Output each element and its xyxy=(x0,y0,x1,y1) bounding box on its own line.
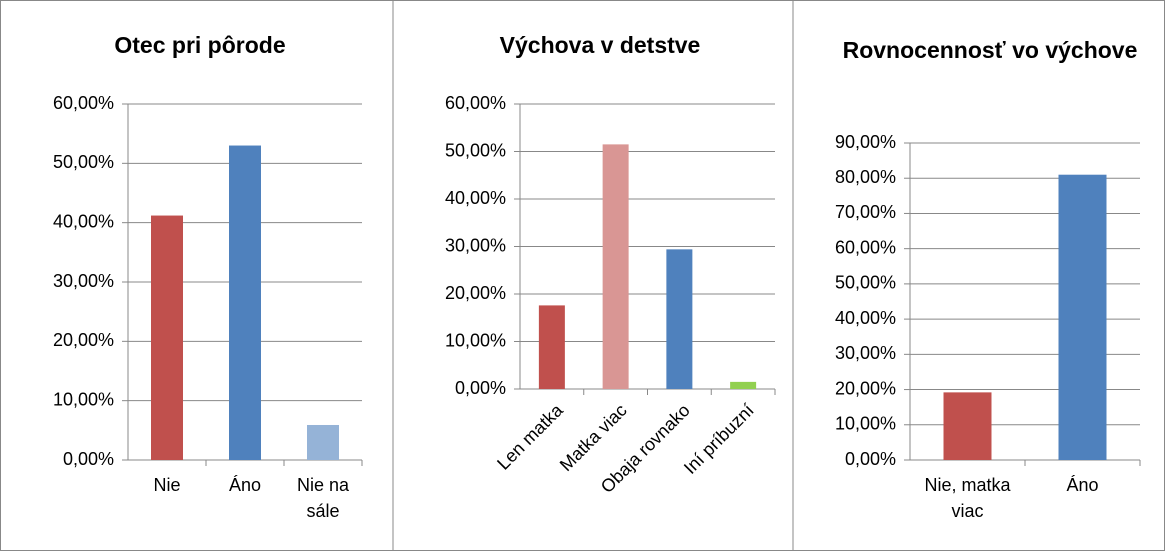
y-tick-label: 20,00% xyxy=(53,330,114,350)
chart-title: Otec pri pôrode xyxy=(114,31,286,58)
y-tick-label: 0,00% xyxy=(63,449,114,469)
x-tick-label: Nie na sále xyxy=(296,475,350,521)
y-tick-label: 40,00% xyxy=(445,188,506,208)
y-tick-label: 70,00% xyxy=(835,202,896,222)
y-tick-label: 90,00% xyxy=(835,132,896,152)
bar xyxy=(307,424,339,460)
x-tick-label: Áno xyxy=(1066,475,1099,495)
bar xyxy=(943,392,992,460)
y-tick-label: 0,00% xyxy=(455,378,506,398)
y-tick-label: 30,00% xyxy=(835,343,896,363)
y-tick-label: 20,00% xyxy=(835,378,896,398)
x-tick-label: Nie xyxy=(153,475,181,495)
chart-title: Rovnocennosť vo výchove xyxy=(842,36,1138,63)
bar xyxy=(229,145,261,461)
y-tick-label: 50,00% xyxy=(53,152,114,172)
bar xyxy=(666,249,693,389)
y-tick-label: 30,00% xyxy=(445,235,506,255)
y-tick-label: 40,00% xyxy=(835,308,896,328)
x-tick-label: Nie, matka viac xyxy=(924,475,1011,521)
y-tick-label: 50,00% xyxy=(445,140,506,160)
y-tick-label: 0,00% xyxy=(845,449,896,469)
bar xyxy=(730,381,757,389)
bar xyxy=(1058,174,1107,460)
y-tick-label: 10,00% xyxy=(835,414,896,434)
y-tick-label: 60,00% xyxy=(835,237,896,257)
y-tick-label: 80,00% xyxy=(835,167,896,187)
y-tick-label: 10,00% xyxy=(445,330,506,350)
y-tick-label: 50,00% xyxy=(835,273,896,293)
y-tick-label: 40,00% xyxy=(53,211,114,231)
bar xyxy=(602,144,629,389)
bar xyxy=(151,215,183,460)
y-tick-label: 60,00% xyxy=(53,93,114,113)
y-tick-label: 10,00% xyxy=(53,389,114,409)
y-tick-label: 30,00% xyxy=(53,271,114,291)
y-tick-label: 60,00% xyxy=(445,93,506,113)
bar xyxy=(538,305,565,389)
x-tick-label: Áno xyxy=(228,475,262,495)
y-tick-label: 20,00% xyxy=(445,283,506,303)
chart-title: Výchova v detstve xyxy=(499,31,701,58)
